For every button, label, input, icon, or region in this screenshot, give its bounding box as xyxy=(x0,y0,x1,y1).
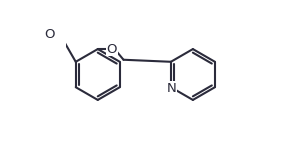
Text: O: O xyxy=(106,43,117,56)
Text: N: N xyxy=(167,82,177,95)
Text: O: O xyxy=(44,28,55,41)
